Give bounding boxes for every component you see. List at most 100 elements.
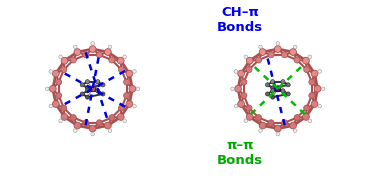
Circle shape [96,89,100,93]
Circle shape [308,55,311,59]
Circle shape [311,70,318,77]
Circle shape [282,52,288,58]
Circle shape [70,57,76,63]
Circle shape [293,45,297,49]
Circle shape [304,105,310,111]
Circle shape [91,87,93,89]
Circle shape [91,132,94,136]
Circle shape [96,52,102,58]
Circle shape [53,101,59,107]
Circle shape [83,120,89,126]
Circle shape [124,79,130,85]
Circle shape [234,104,238,108]
Circle shape [271,80,275,84]
Circle shape [123,119,126,123]
Circle shape [318,104,321,108]
Circle shape [61,67,67,73]
Circle shape [74,122,81,129]
Circle shape [61,57,68,64]
Circle shape [274,46,281,52]
Circle shape [294,115,300,121]
Circle shape [108,45,112,49]
Circle shape [53,70,59,77]
Circle shape [49,104,53,108]
Circle shape [235,85,242,92]
Circle shape [268,120,274,126]
Circle shape [256,57,262,63]
Circle shape [104,49,111,56]
Circle shape [259,129,262,132]
Circle shape [271,89,275,93]
Circle shape [282,120,288,126]
Circle shape [85,89,90,93]
Circle shape [244,119,248,123]
Circle shape [268,52,274,58]
Circle shape [59,55,62,59]
Circle shape [108,129,112,132]
Circle shape [70,115,76,121]
Circle shape [73,45,77,49]
Circle shape [281,89,285,93]
Circle shape [89,125,96,132]
Circle shape [118,67,124,73]
Circle shape [308,119,311,123]
Circle shape [85,80,90,84]
Circle shape [126,101,133,107]
Circle shape [276,132,280,136]
Circle shape [256,115,262,121]
Circle shape [265,92,270,96]
Circle shape [129,85,136,92]
Circle shape [311,101,318,107]
Circle shape [74,49,81,56]
Circle shape [275,86,281,92]
Circle shape [124,92,130,99]
Circle shape [302,114,309,120]
Circle shape [304,67,310,73]
Circle shape [101,83,105,87]
Circle shape [290,49,296,56]
Circle shape [286,92,290,96]
Circle shape [274,125,281,132]
Circle shape [73,129,77,132]
Circle shape [318,70,321,73]
Circle shape [61,114,68,120]
Circle shape [290,122,296,129]
Circle shape [109,57,115,63]
Circle shape [265,83,270,87]
Circle shape [309,79,315,85]
Circle shape [321,87,325,91]
Circle shape [259,45,262,49]
Circle shape [89,46,96,52]
Circle shape [281,80,285,84]
Circle shape [104,122,111,129]
Circle shape [91,42,94,45]
Circle shape [302,57,309,64]
Circle shape [59,119,62,123]
Circle shape [309,92,315,99]
Circle shape [271,95,275,99]
Circle shape [80,92,84,96]
Circle shape [238,101,245,107]
Circle shape [293,129,297,132]
Circle shape [244,55,248,59]
Circle shape [56,79,62,85]
Circle shape [45,87,49,91]
Circle shape [85,95,90,99]
Circle shape [246,105,252,111]
Circle shape [50,85,56,92]
Circle shape [85,86,90,90]
Circle shape [294,57,300,63]
Circle shape [246,57,253,64]
Circle shape [96,120,102,126]
Circle shape [80,83,84,87]
Circle shape [259,49,266,56]
Text: CH–π
Bonds: CH–π Bonds [217,6,263,33]
Circle shape [83,52,89,58]
Circle shape [123,55,126,59]
Circle shape [241,79,247,85]
Circle shape [96,80,100,84]
Circle shape [118,105,124,111]
Circle shape [136,87,140,91]
Circle shape [126,70,133,77]
Circle shape [314,85,321,92]
